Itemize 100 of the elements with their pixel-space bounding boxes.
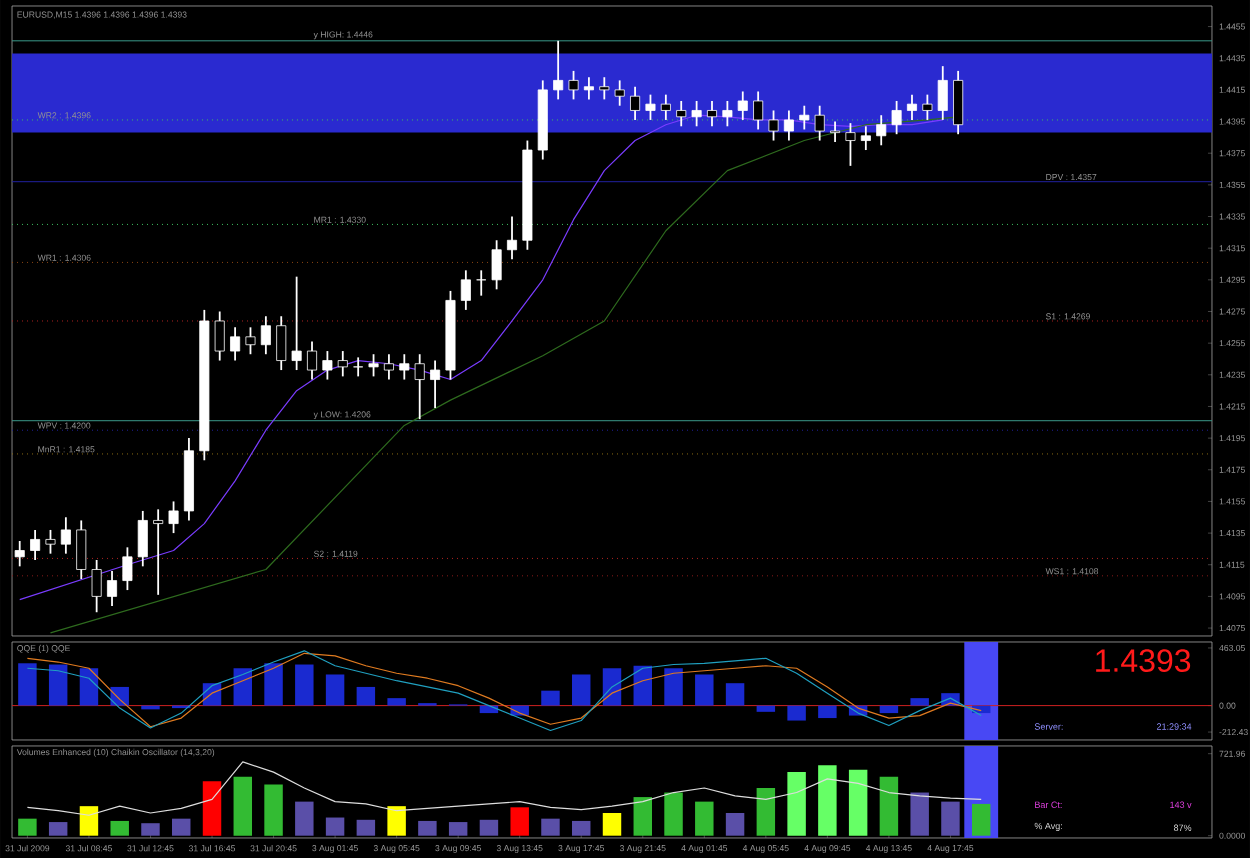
candlestick <box>676 100 687 128</box>
candlestick <box>414 353 425 421</box>
candlestick <box>599 76 610 101</box>
candlestick <box>845 122 856 167</box>
candlestick <box>45 529 56 555</box>
bar <box>448 822 468 836</box>
bar <box>48 664 68 706</box>
candlestick <box>660 93 671 121</box>
bar <box>79 806 99 836</box>
bar <box>910 792 929 836</box>
candlestick <box>953 69 964 136</box>
bar <box>295 801 314 836</box>
bar <box>787 705 806 721</box>
candlestick <box>645 93 656 121</box>
candlestick <box>91 559 102 614</box>
bar <box>387 698 406 706</box>
bar <box>18 663 37 706</box>
candlestick <box>14 540 25 568</box>
bar <box>756 705 776 712</box>
candlestick <box>76 519 87 580</box>
candlestick <box>614 79 625 107</box>
bar <box>725 812 745 836</box>
bar <box>664 668 683 706</box>
candlestick <box>491 239 502 291</box>
candlestick <box>230 326 241 362</box>
bar <box>264 784 283 836</box>
candlestick <box>30 529 41 561</box>
candlestick <box>245 326 256 356</box>
line-series <box>26 761 982 816</box>
bar <box>325 674 345 706</box>
bar <box>818 765 837 836</box>
bar <box>233 776 253 836</box>
bar <box>387 806 406 836</box>
candlestick <box>922 93 933 121</box>
bar <box>848 769 868 836</box>
bar <box>541 818 560 836</box>
bar <box>233 668 253 706</box>
candlestick <box>260 315 271 356</box>
bar <box>602 812 622 836</box>
bar <box>818 705 837 719</box>
bar <box>664 792 683 836</box>
bar <box>910 698 929 706</box>
bar <box>110 820 129 836</box>
bar <box>295 664 314 706</box>
bar <box>971 803 991 836</box>
candlestick <box>383 353 394 381</box>
candlestick <box>291 275 302 371</box>
bar <box>879 705 899 714</box>
candlestick <box>891 100 902 136</box>
bar <box>725 683 745 706</box>
bar <box>633 797 652 836</box>
candlestick <box>307 340 318 381</box>
candlestick <box>353 356 364 378</box>
candlestick <box>368 353 379 378</box>
bar <box>572 674 591 706</box>
bar <box>695 801 714 836</box>
candlestick <box>568 69 579 101</box>
bar <box>633 665 652 706</box>
bar <box>572 820 591 836</box>
candlestick <box>506 215 518 261</box>
candlestick <box>276 315 287 371</box>
bar <box>264 663 283 706</box>
candlestick <box>60 516 71 555</box>
annotation: 1.4393 <box>1096 649 1191 672</box>
bar <box>941 801 960 836</box>
candlestick <box>322 350 333 381</box>
bar <box>879 776 899 836</box>
candlestick <box>430 359 441 409</box>
bar <box>356 686 376 706</box>
bar <box>510 807 529 836</box>
bar <box>48 822 68 836</box>
bar <box>18 818 37 836</box>
bar <box>479 819 499 836</box>
bar <box>356 819 376 836</box>
candlestick <box>214 310 225 362</box>
bar <box>541 690 560 706</box>
candlestick <box>153 508 164 596</box>
bar <box>787 772 806 836</box>
candlestick <box>630 85 641 121</box>
candlestick <box>737 90 748 121</box>
candlestick <box>122 546 133 591</box>
candlestick <box>476 269 487 297</box>
bar <box>141 823 160 836</box>
candlestick <box>799 104 810 131</box>
bar <box>695 674 714 706</box>
candlestick <box>876 114 887 147</box>
candlestick <box>107 570 118 607</box>
bar <box>172 818 191 836</box>
candlestick <box>337 350 348 378</box>
candlestick <box>691 100 702 128</box>
candlestick <box>860 125 871 151</box>
candlestick <box>768 109 779 142</box>
candlestick <box>706 100 718 128</box>
candlestick <box>814 104 825 142</box>
candlestick <box>168 500 179 534</box>
bar <box>418 820 437 836</box>
candlestick <box>722 100 733 128</box>
candlestick <box>906 93 917 121</box>
candlestick <box>830 120 841 144</box>
candlestick <box>553 39 564 101</box>
